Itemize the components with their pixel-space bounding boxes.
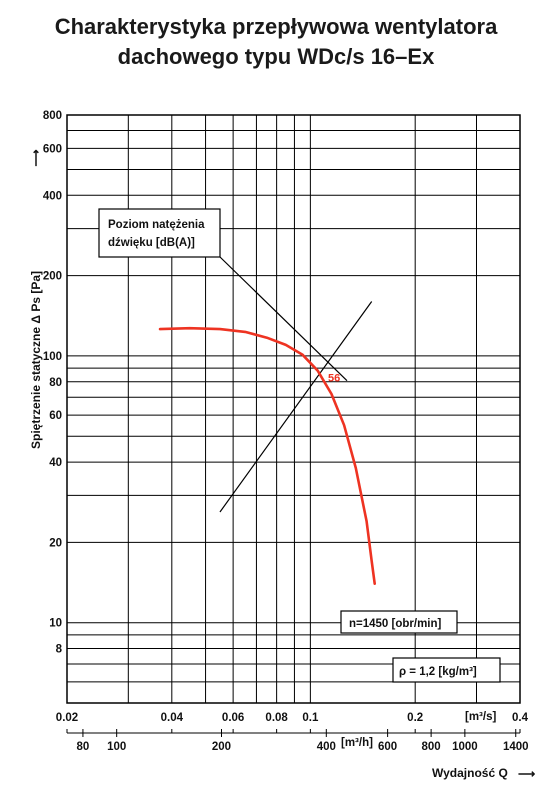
x-tick-label-m3s: 0.04 bbox=[161, 712, 184, 724]
x-tick-label-m3s: 0.02 bbox=[56, 712, 78, 724]
y-tick-label: 600 bbox=[43, 143, 62, 155]
y-tick-label: 200 bbox=[43, 271, 62, 283]
x-tick-label-m3h: 1400 bbox=[503, 741, 529, 753]
y-tick-label: 80 bbox=[49, 377, 62, 389]
y-tick-label: 10 bbox=[49, 618, 62, 630]
y-axis-arrow: ⟶ bbox=[29, 149, 43, 166]
y-tick-label: 800 bbox=[43, 110, 62, 122]
x-tick-label-m3h: 400 bbox=[317, 741, 336, 753]
x-tick-label-m3h: 1000 bbox=[452, 741, 478, 753]
chart-title-line-1: Charakterystyka przepływowa wentylatora bbox=[55, 14, 498, 39]
x-tick-label-m3h: 800 bbox=[422, 741, 441, 753]
x-tick-label-m3h: 100 bbox=[107, 741, 126, 753]
x-tick-label-m3s: 0.4 bbox=[512, 712, 529, 724]
y-tick-label: 8 bbox=[56, 644, 63, 656]
y-axis-label: Spiętrzenie statyczne Δ Ps [Pa] bbox=[29, 271, 43, 449]
x-axis-label: Wydajność Q bbox=[432, 766, 508, 780]
speed-label-box bbox=[340, 610, 458, 634]
density-label-box bbox=[392, 657, 501, 683]
x-tick-label-m3h: 600 bbox=[378, 741, 397, 753]
x-tick-label-m3h: 80 bbox=[77, 741, 90, 753]
y-tick-label: 400 bbox=[43, 190, 62, 202]
x-unit-top: [m³/s] bbox=[465, 711, 496, 723]
density-label: ρ = 1,2 [kg/m³] bbox=[392, 657, 501, 683]
fan-curve-series bbox=[158, 326, 376, 585]
x-tick-label-m3h: 200 bbox=[212, 741, 231, 753]
speed-label-text: n=1450 [obr/min] bbox=[349, 618, 442, 630]
x-tick-label-m3s: 0.1 bbox=[302, 712, 319, 724]
x-unit-bottom: [m³/h] bbox=[341, 737, 373, 749]
system-line bbox=[219, 301, 373, 513]
y-tick-label: 100 bbox=[43, 351, 62, 363]
y-tick-label: 60 bbox=[49, 410, 62, 422]
y-tick-label: 20 bbox=[49, 537, 62, 549]
sound-callout-line-2: dźwięku [dB(A)] bbox=[108, 237, 195, 249]
x-tick-label-m3s: 0.06 bbox=[222, 712, 244, 724]
axis-ticks: 8 10 20 40 60 80 100 200 400 600 800 0.02 0.04 0.06 0.… bbox=[43, 110, 529, 753]
x-tick-label-m3s: 0.08 bbox=[265, 712, 288, 724]
y-tick-label: 40 bbox=[49, 457, 62, 469]
x-tick-label-m3s: 0.2 bbox=[407, 712, 423, 724]
speed-label: n=1450 [obr/min] bbox=[340, 610, 458, 634]
plot-frame bbox=[66, 114, 521, 704]
sound-callout-line-1: Poziom natężenia bbox=[108, 219, 205, 231]
sound-callout-box bbox=[98, 208, 221, 258]
density-label-text: ρ = 1,2 [kg/m³] bbox=[399, 666, 477, 678]
sound-callout: Poziom natężenia dźwięku [dB(A)] bbox=[98, 208, 221, 258]
sound-level-label: 56 bbox=[328, 373, 340, 385]
x-axis-arrow: ⟶ bbox=[518, 767, 535, 781]
chart-title-line-2: dachowego typu WDc/s 16–Ex bbox=[118, 44, 435, 69]
sound-callout-pointer bbox=[219, 256, 348, 382]
plot-area: 56 bbox=[158, 256, 376, 585]
